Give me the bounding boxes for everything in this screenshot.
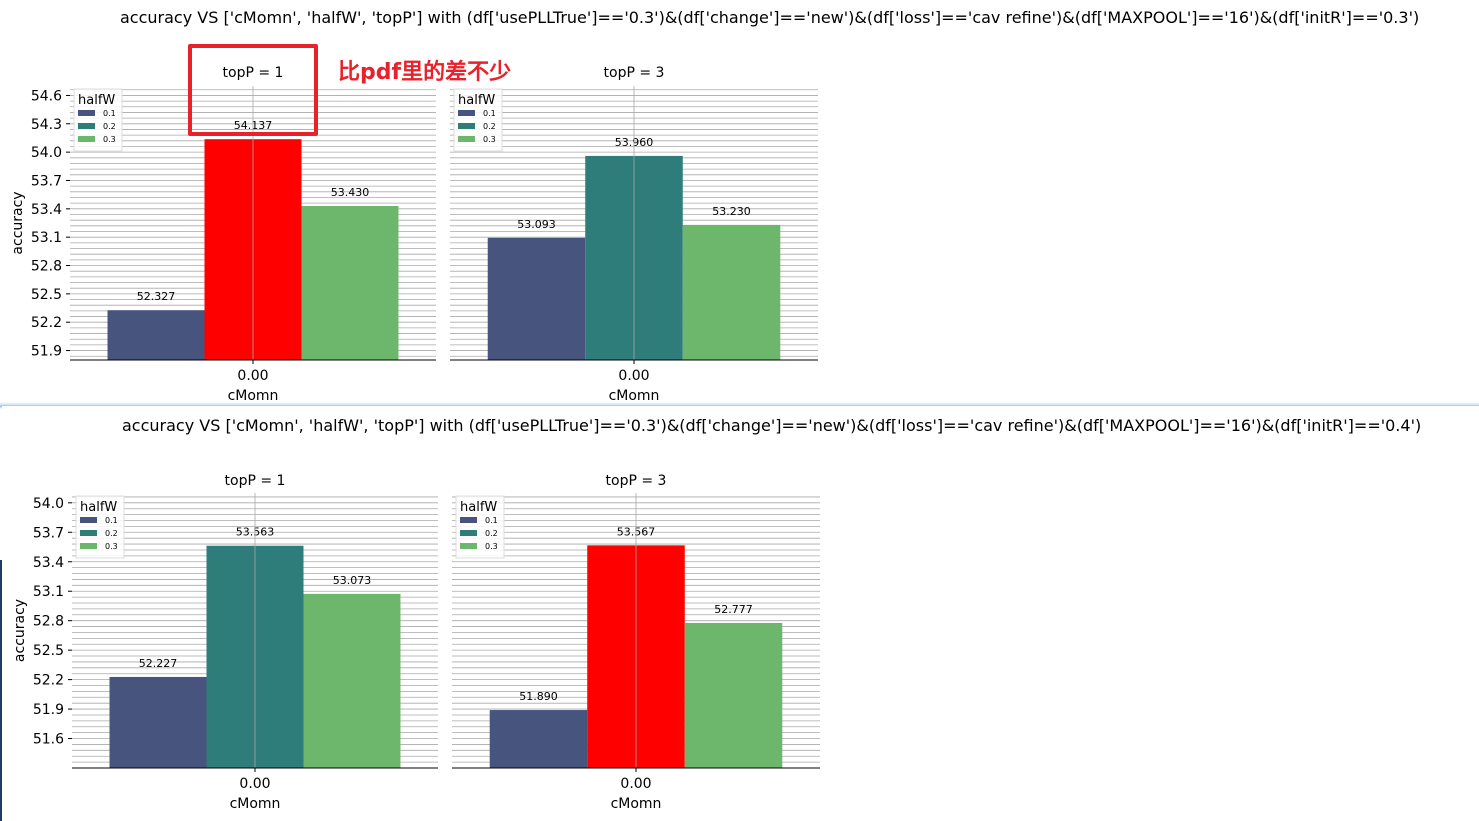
y-tick-label: 52.5 — [31, 287, 62, 303]
data-label: 53.093 — [517, 218, 556, 231]
y-tick-label: 53.1 — [31, 230, 62, 246]
legend-title: halfW — [78, 93, 115, 108]
y-axis-label: accuracy — [10, 191, 26, 254]
highlight-annotation-box — [188, 44, 318, 136]
legend-label: 0.3 — [483, 135, 496, 144]
window-separator — [0, 402, 1479, 409]
legend-swatch — [80, 517, 97, 523]
legend-swatch — [78, 136, 95, 142]
legend-swatch — [458, 123, 475, 129]
y-tick-label: 54.0 — [31, 145, 62, 161]
data-label: 52.227 — [139, 657, 178, 670]
y-tick-label: 53.7 — [33, 525, 64, 541]
figure-suptitle: accuracy VS ['cMomn', 'halfW', 'topP'] w… — [120, 8, 1420, 27]
x-axis-label: cMomn — [611, 796, 662, 812]
x-axis-label: cMomn — [609, 388, 660, 404]
legend-label: 0.2 — [103, 122, 116, 131]
legend-label: 0.3 — [103, 135, 116, 144]
y-axis-label: accuracy — [12, 599, 28, 662]
legend-swatch — [460, 517, 477, 523]
legend-swatch — [460, 543, 477, 549]
legend-swatch — [460, 530, 477, 536]
bar-halfw-0-3 — [682, 224, 781, 360]
data-label: 52.327 — [137, 290, 176, 303]
x-axis-label: cMomn — [228, 388, 279, 404]
figure-initr-0-4: accuracy VS ['cMomn', 'halfW', 'topP'] w… — [2, 406, 1479, 821]
y-tick-label: 54.0 — [33, 496, 64, 512]
x-tick-label: 0.00 — [618, 368, 649, 384]
legend-label: 0.3 — [105, 542, 118, 551]
legend-label: 0.2 — [485, 529, 498, 538]
subplot-title: topP = 3 — [606, 473, 667, 489]
legend-swatch — [80, 530, 97, 536]
y-tick-label: 54.6 — [31, 88, 62, 104]
y-tick-label: 53.1 — [33, 584, 64, 600]
figure-initr-0-3: accuracy VS ['cMomn', 'halfW', 'topP'] w… — [0, 0, 1479, 404]
data-label: 51.890 — [519, 690, 558, 703]
data-label: 53.073 — [333, 574, 372, 587]
figure-suptitle: accuracy VS ['cMomn', 'halfW', 'topP'] w… — [122, 416, 1422, 435]
legend-label: 0.1 — [105, 516, 118, 525]
x-axis-label: cMomn — [230, 796, 281, 812]
legend-swatch — [78, 123, 95, 129]
legend-swatch — [458, 136, 475, 142]
data-label: 52.777 — [714, 603, 753, 616]
y-tick-label: 51.6 — [33, 732, 64, 748]
legend-label: 0.3 — [485, 542, 498, 551]
y-tick-label: 52.5 — [33, 643, 64, 659]
y-tick-label: 53.4 — [33, 555, 64, 571]
legend-swatch — [458, 110, 475, 116]
bar-halfw-0-3 — [684, 622, 783, 768]
legend-label: 0.1 — [483, 109, 496, 118]
subplot-title: topP = 1 — [223, 65, 284, 81]
y-tick-label: 51.9 — [31, 344, 62, 360]
bar-halfw-0-1 — [489, 710, 588, 768]
legend-label: 0.1 — [485, 516, 498, 525]
y-tick-label: 52.2 — [31, 315, 62, 331]
bar-halfw-0-1 — [109, 676, 207, 768]
bar-halfw-0-3 — [301, 205, 399, 360]
legend-swatch — [78, 110, 95, 116]
legend-title: halfW — [80, 500, 117, 515]
x-tick-label: 0.00 — [239, 776, 270, 792]
bar-halfw-0-1 — [487, 237, 586, 360]
data-label: 53.430 — [331, 186, 370, 199]
data-label: 53.230 — [712, 205, 751, 218]
x-tick-label: 0.00 — [237, 368, 268, 384]
bar-halfw-0-1 — [107, 310, 205, 360]
subplot-title: topP = 3 — [604, 65, 665, 81]
y-tick-label: 53.4 — [31, 202, 62, 218]
y-tick-label: 53.7 — [31, 173, 62, 189]
legend-label: 0.1 — [103, 109, 116, 118]
legend-label: 0.2 — [105, 529, 118, 538]
window-edge — [0, 560, 2, 821]
legend-title: halfW — [460, 500, 497, 515]
annotation-text: 比pdf里的差不少 — [338, 60, 512, 85]
legend-title: halfW — [458, 93, 495, 108]
y-tick-label: 52.8 — [31, 259, 62, 275]
y-tick-label: 52.2 — [33, 673, 64, 689]
subplot-title: topP = 1 — [225, 473, 286, 489]
y-tick-label: 54.3 — [31, 117, 62, 133]
y-tick-label: 52.8 — [33, 614, 64, 630]
x-tick-label: 0.00 — [620, 776, 651, 792]
bar-halfw-0-3 — [303, 593, 401, 768]
y-tick-label: 51.9 — [33, 702, 64, 718]
legend-swatch — [80, 543, 97, 549]
legend-label: 0.2 — [483, 122, 496, 131]
